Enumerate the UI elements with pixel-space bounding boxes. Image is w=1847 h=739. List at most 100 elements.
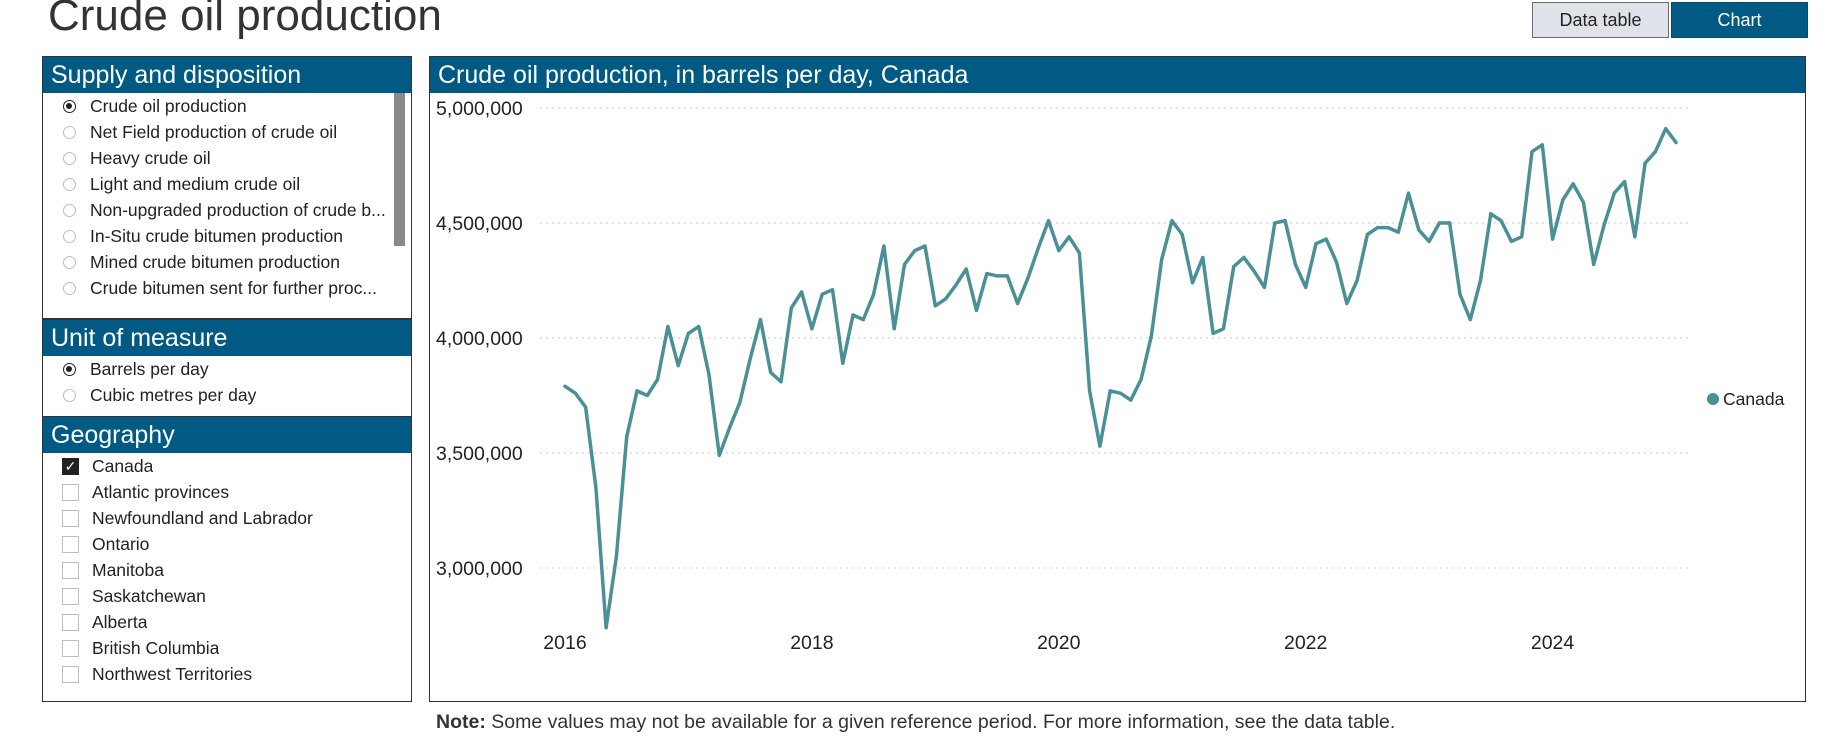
data-point <box>1242 255 1246 260</box>
radio-unselected-icon[interactable] <box>63 229 76 243</box>
radio-unselected-icon[interactable] <box>63 281 76 295</box>
data-point <box>1427 239 1431 243</box>
supply-option[interactable]: Non-upgraded production of crude b... <box>43 197 411 223</box>
geography-option[interactable]: ✓ Canada <box>43 453 411 479</box>
data-point <box>1232 265 1236 269</box>
data-point <box>738 400 742 404</box>
supply-disposition-header: Supply and disposition <box>43 57 411 93</box>
page-title: Crude oil production <box>48 0 442 40</box>
data-point <box>800 290 804 294</box>
supply-option-label: Light and medium crude oil <box>90 173 301 194</box>
data-point <box>1437 221 1441 225</box>
unit-option[interactable]: Cubic metres per day <box>43 382 411 408</box>
data-point <box>1417 228 1421 232</box>
supply-option-label: Crude bitumen sent for further proc... <box>90 277 377 298</box>
data-point <box>1304 285 1308 289</box>
checkbox-unchecked-icon[interactable] <box>62 665 79 683</box>
geography-list: ✓ Canada Atlantic provinces Newfoundland an… <box>43 453 411 687</box>
supply-disposition-list[interactable]: Crude oil production Net Field production… <box>43 93 411 318</box>
data-point <box>1355 278 1359 283</box>
data-point <box>974 308 979 312</box>
radio-unselected-icon[interactable] <box>63 125 76 139</box>
unit-of-measure-list: Barrels per day Cubic metres per day <box>43 356 411 408</box>
supply-option[interactable]: Crude bitumen sent for further proc... <box>43 275 411 301</box>
geography-option-label: Canada <box>92 455 154 476</box>
supply-option[interactable]: Net Field production of crude oil <box>43 119 411 145</box>
data-point <box>820 292 824 296</box>
data-point <box>1592 262 1596 266</box>
geography-option[interactable]: Manitoba <box>43 557 411 583</box>
data-point <box>1149 334 1153 338</box>
data-point <box>1458 292 1462 296</box>
data-point <box>902 262 907 266</box>
chart-note: Note: Some values may not be available f… <box>436 711 1395 734</box>
geography-option-label: Ontario <box>92 533 150 554</box>
data-point <box>1026 276 1030 280</box>
checkbox-unchecked-icon[interactable] <box>62 509 79 527</box>
supply-option[interactable]: In-Situ crude bitumen production <box>43 223 411 249</box>
checkbox-unchecked-icon[interactable] <box>62 639 79 657</box>
radio-unselected-icon[interactable] <box>63 151 76 165</box>
line-chart: 3,000,000 3,500,000 4,000,000 4,500,000 5,00… <box>436 98 1785 654</box>
chart-title: Crude oil production, in barrels per day… <box>430 57 1805 93</box>
radio-selected-icon[interactable] <box>63 99 76 113</box>
geography-option[interactable]: Saskatchewan <box>43 583 411 609</box>
supply-option[interactable]: Crude oil production <box>43 93 411 119</box>
geography-option-label: Northwest Territories <box>92 663 253 684</box>
supply-option[interactable]: Heavy crude oil <box>43 145 411 171</box>
geography-option[interactable]: Northwest Territories <box>43 661 411 687</box>
supply-option[interactable]: Mined crude bitumen production <box>43 249 411 275</box>
unit-option[interactable]: Barrels per day <box>43 356 411 382</box>
data-point <box>923 244 927 248</box>
data-point <box>1190 281 1195 285</box>
data-point <box>1201 255 1205 260</box>
radio-unselected-icon[interactable] <box>63 203 76 217</box>
unit-of-measure-header: Unit of measure <box>43 320 411 356</box>
checkbox-unchecked-icon[interactable] <box>62 587 79 605</box>
y-tick-label: 4,500,000 <box>436 213 523 235</box>
data-table-button[interactable]: Data table <box>1532 2 1669 38</box>
radio-unselected-icon[interactable] <box>63 388 76 402</box>
data-point <box>1129 398 1133 402</box>
radio-unselected-icon[interactable] <box>63 255 76 269</box>
radio-selected-icon[interactable] <box>63 362 76 376</box>
data-point <box>1489 212 1493 216</box>
supply-option[interactable]: Light and medium crude oil <box>43 171 411 197</box>
supply-scrollbar[interactable] <box>394 93 405 246</box>
data-point <box>964 267 968 271</box>
checkbox-unchecked-icon[interactable] <box>62 483 79 501</box>
data-point <box>789 306 793 310</box>
data-point <box>1623 180 1627 184</box>
data-point <box>810 327 814 331</box>
data-point <box>1499 219 1503 223</box>
supply-option-label: In-Situ crude bitumen production <box>90 225 343 246</box>
checkbox-checked-icon[interactable]: ✓ <box>62 457 79 475</box>
supply-option-label: Crude oil production <box>90 95 247 116</box>
supply-option-label: Mined crude bitumen production <box>90 251 341 272</box>
geography-option[interactable]: Alberta <box>43 609 411 635</box>
data-point <box>1612 191 1616 195</box>
chart-button[interactable]: Chart <box>1671 2 1808 38</box>
data-point <box>1221 327 1225 331</box>
geography-header: Geography <box>43 417 411 453</box>
geography-option-label: Atlantic provinces <box>92 481 230 502</box>
data-point <box>1108 389 1112 393</box>
geography-option[interactable]: Ontario <box>43 531 411 557</box>
checkbox-unchecked-icon[interactable] <box>62 613 79 631</box>
radio-unselected-icon[interactable] <box>63 177 76 191</box>
supply-disposition-panel: Supply and disposition Crude oil product… <box>42 56 412 319</box>
data-point <box>1664 127 1668 131</box>
data-point <box>1180 232 1184 237</box>
geography-option[interactable]: British Columbia <box>43 635 411 661</box>
x-tick-label: 2020 <box>1037 632 1081 654</box>
checkbox-unchecked-icon[interactable] <box>62 561 79 579</box>
data-point <box>882 244 886 248</box>
checkbox-unchecked-icon[interactable] <box>62 535 79 553</box>
data-point <box>584 405 588 409</box>
data-point <box>1160 258 1164 262</box>
data-point <box>1088 389 1092 393</box>
geography-option[interactable]: Newfoundland and Labrador <box>43 505 411 531</box>
data-point <box>1365 232 1369 237</box>
geography-option[interactable]: Atlantic provinces <box>43 479 411 505</box>
data-point <box>758 318 763 322</box>
